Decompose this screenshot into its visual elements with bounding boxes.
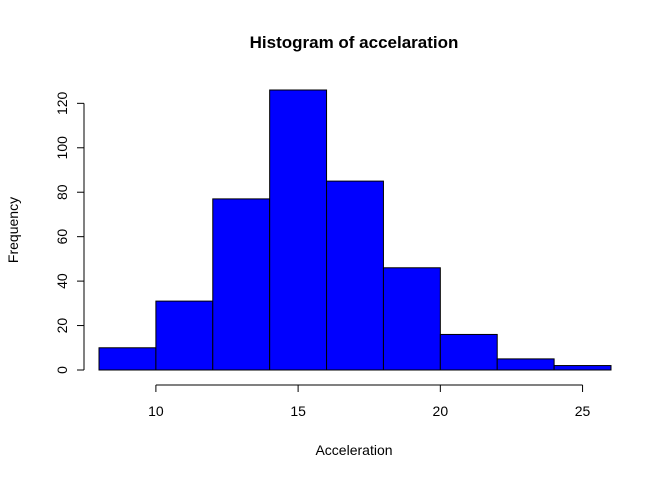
y-tick-label-120: 120 bbox=[54, 91, 70, 115]
histogram-bar-8 bbox=[553, 365, 612, 371]
histogram-bar-6 bbox=[439, 333, 498, 371]
histogram-bar-4 bbox=[326, 180, 384, 371]
histogram-bars bbox=[98, 89, 612, 371]
x-tick-label-15: 15 bbox=[290, 403, 306, 419]
y-tick-label-40: 40 bbox=[54, 273, 70, 289]
x-tick-label-10: 10 bbox=[148, 403, 164, 419]
y-tick-label-0: 0 bbox=[54, 366, 70, 374]
histogram-bar-2 bbox=[212, 198, 271, 371]
x-axis: 10 15 20 25 bbox=[148, 384, 591, 419]
y-tick-label-20: 20 bbox=[54, 318, 70, 334]
y-tick-label-80: 80 bbox=[54, 184, 70, 200]
histogram-bar-1 bbox=[155, 300, 214, 371]
histogram-bar-5 bbox=[382, 267, 441, 371]
y-axis-label: Frequency bbox=[5, 197, 21, 263]
chart-title: Histogram of accelaration bbox=[250, 33, 459, 52]
x-tick-label-25: 25 bbox=[575, 403, 591, 419]
y-tick-label-60: 60 bbox=[54, 229, 70, 245]
histogram-bar-0 bbox=[98, 347, 157, 371]
y-axis: 0 20 40 60 80 100 120 bbox=[54, 91, 85, 374]
x-tick-label-20: 20 bbox=[433, 403, 449, 419]
y-tick-label-100: 100 bbox=[54, 136, 70, 160]
histogram-bar-3 bbox=[269, 89, 328, 371]
x-axis-label: Acceleration bbox=[315, 442, 392, 458]
histogram-bar-7 bbox=[496, 358, 555, 371]
